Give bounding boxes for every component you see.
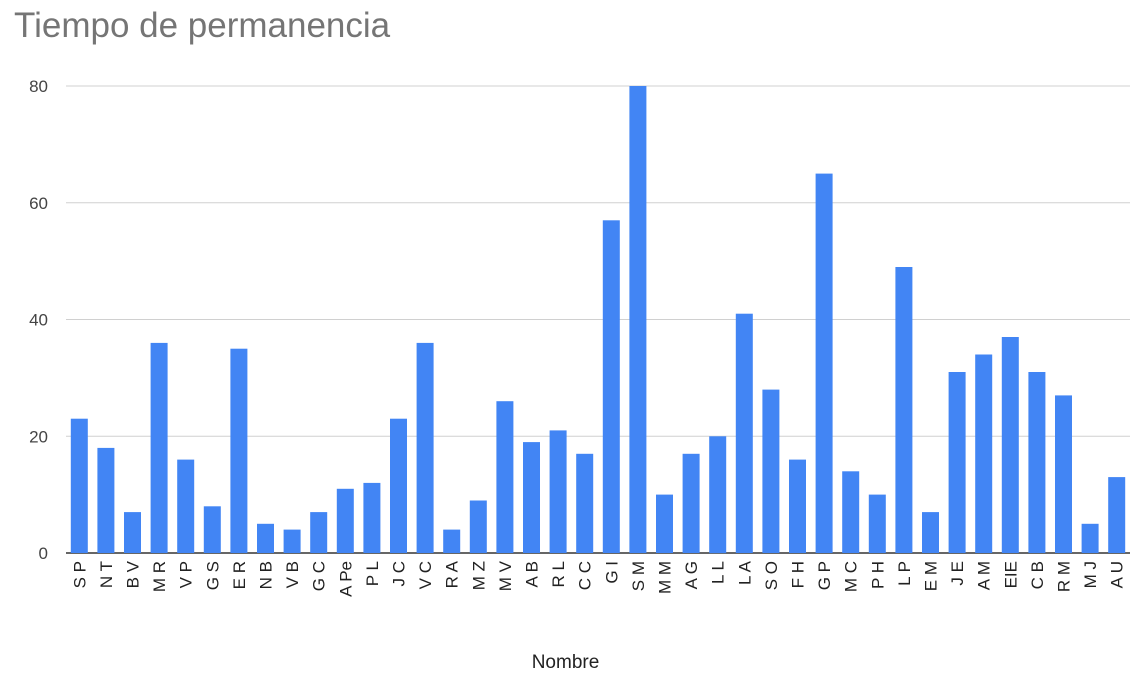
bar[interactable] bbox=[629, 86, 647, 553]
x-tick-label: S P bbox=[70, 561, 89, 588]
y-tick-label: 0 bbox=[39, 544, 48, 563]
bar[interactable] bbox=[602, 220, 620, 554]
bar[interactable] bbox=[230, 348, 248, 553]
x-tick-label: R L bbox=[549, 561, 568, 587]
bar[interactable] bbox=[1081, 523, 1099, 553]
x-tick-label: L P bbox=[895, 561, 914, 586]
bar[interactable] bbox=[1108, 477, 1126, 553]
x-tick-label: S O bbox=[762, 561, 781, 590]
bar[interactable] bbox=[336, 488, 354, 553]
bar[interactable] bbox=[576, 453, 594, 553]
x-axis-label: Nombre bbox=[531, 652, 600, 673]
bar[interactable] bbox=[1001, 337, 1019, 553]
x-tick-labels: S P N T B V M R V P G S E R N B V B G C A Pe P L J C… bbox=[70, 560, 1126, 597]
bar[interactable] bbox=[469, 500, 487, 554]
bar[interactable] bbox=[656, 494, 673, 553]
x-tick-label: G I bbox=[602, 561, 621, 584]
chart-title: Tiempo de permanencia bbox=[14, 6, 391, 45]
bar[interactable] bbox=[363, 482, 381, 553]
bar[interactable] bbox=[97, 447, 115, 553]
bar[interactable] bbox=[203, 506, 221, 553]
x-tick-label: E M bbox=[922, 561, 941, 591]
bar[interactable] bbox=[895, 267, 913, 553]
x-tick-label: M R bbox=[150, 561, 169, 592]
bar[interactable] bbox=[948, 372, 966, 553]
x-tick-label: J C bbox=[390, 561, 409, 587]
x-tick-label: G S bbox=[203, 561, 222, 590]
x-tick-label: C B bbox=[1028, 561, 1047, 589]
bar[interactable] bbox=[682, 453, 700, 553]
x-tick-label: C C bbox=[576, 561, 595, 590]
bars bbox=[70, 86, 1126, 554]
x-tick-label: R M bbox=[1055, 561, 1074, 592]
y-tick-label: 80 bbox=[29, 77, 48, 96]
bar[interactable] bbox=[709, 436, 727, 554]
bar[interactable] bbox=[310, 512, 328, 553]
x-tick-label: A U bbox=[1108, 561, 1127, 588]
x-tick-label: J E bbox=[948, 561, 967, 586]
x-tick-label: P H bbox=[868, 561, 887, 589]
x-tick-label: A B bbox=[523, 561, 542, 587]
x-tick-label: N T bbox=[97, 561, 116, 588]
x-tick-label: G C bbox=[310, 561, 329, 591]
y-tick-labels: 0 20 40 60 80 bbox=[29, 77, 48, 563]
bar[interactable] bbox=[922, 512, 939, 553]
x-tick-label: V P bbox=[177, 561, 196, 588]
x-tick-label: G P bbox=[815, 561, 834, 590]
bar[interactable] bbox=[735, 313, 753, 553]
y-tick-label: 20 bbox=[29, 427, 48, 446]
x-tick-label: M M bbox=[656, 561, 675, 594]
bar[interactable] bbox=[549, 430, 567, 553]
bar[interactable] bbox=[70, 418, 88, 553]
x-tick-label: A M bbox=[975, 561, 994, 590]
x-tick-label: EIE bbox=[1001, 561, 1020, 588]
bar[interactable] bbox=[416, 342, 434, 553]
bar[interactable] bbox=[868, 494, 886, 553]
bar[interactable] bbox=[523, 442, 540, 553]
bar[interactable] bbox=[815, 173, 833, 553]
bar[interactable] bbox=[177, 459, 195, 553]
bar[interactable] bbox=[124, 512, 141, 553]
bar[interactable] bbox=[1028, 372, 1046, 553]
x-tick-label: L A bbox=[735, 560, 754, 585]
y-tick-label: 40 bbox=[29, 311, 48, 330]
x-tick-label: F H bbox=[789, 561, 808, 588]
bar[interactable] bbox=[1055, 395, 1072, 553]
x-tick-label: L L bbox=[709, 561, 728, 584]
bar[interactable] bbox=[496, 401, 514, 553]
bar[interactable] bbox=[283, 529, 301, 553]
x-tick-label: R A bbox=[443, 560, 462, 588]
x-tick-label: M Z bbox=[469, 561, 488, 590]
bar[interactable] bbox=[762, 389, 780, 553]
bar[interactable] bbox=[390, 418, 407, 553]
x-tick-label: S M bbox=[629, 561, 648, 591]
bar[interactable] bbox=[257, 523, 274, 553]
x-tick-label: M J bbox=[1081, 561, 1100, 588]
x-tick-label: A G bbox=[682, 561, 701, 589]
x-tick-label: M V bbox=[496, 560, 515, 591]
bar[interactable] bbox=[842, 471, 860, 553]
x-tick-label: V B bbox=[283, 561, 302, 588]
x-tick-label: N B bbox=[257, 561, 276, 589]
bar[interactable] bbox=[150, 342, 168, 553]
y-tick-label: 60 bbox=[29, 194, 48, 213]
x-tick-label: P L bbox=[363, 561, 382, 586]
x-tick-label: A Pe bbox=[336, 561, 355, 597]
gridlines bbox=[66, 85, 1130, 554]
x-tick-label: M C bbox=[842, 561, 861, 592]
bar[interactable] bbox=[975, 354, 993, 554]
x-tick-label: E R bbox=[230, 561, 249, 589]
x-tick-label: V C bbox=[416, 561, 435, 589]
x-tick-label: B V bbox=[124, 560, 143, 588]
bar[interactable] bbox=[443, 529, 461, 553]
bar[interactable] bbox=[789, 459, 806, 553]
